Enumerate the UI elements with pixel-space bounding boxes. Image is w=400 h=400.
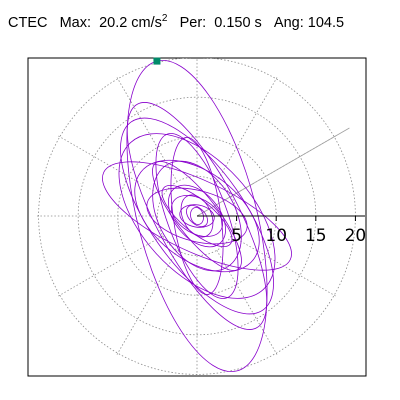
grid-spoke-120 [116, 77, 178, 182]
max-value-exponent: 2 [161, 13, 168, 24]
grid-spoke-150 [58, 135, 163, 197]
orbit-loop-11 [168, 184, 226, 248]
grid-spoke-240 [116, 250, 178, 355]
orbit-loop-18 [152, 161, 242, 271]
angle-value: 104.5 [307, 15, 345, 31]
max-value-text: 20.2 cm/s [99, 15, 162, 31]
orbit-loop-7 [102, 161, 292, 271]
chart-header: CTEC Max: 20.2 cm/s2 Per: 0.150 s Ang: 1… [8, 14, 344, 32]
radial-tick-label-10: 10 [265, 226, 287, 246]
period-label: Per: [179, 15, 207, 31]
station-code: CTEC [8, 15, 48, 31]
radial-tick-label-15: 15 [305, 226, 327, 246]
orbit-loop-15 [186, 205, 208, 227]
radial-tick-label-5: 5 [231, 226, 242, 246]
peak-marker-group [153, 57, 161, 65]
orbit-loop-3 [126, 102, 268, 330]
grid-spoke-300 [216, 250, 278, 355]
radial-tick-label-20: 20 [345, 226, 367, 246]
orbit-loop-14 [179, 204, 215, 228]
radial-axis: 5 10 15 20 [197, 215, 367, 246]
direction-line [196, 127, 350, 217]
grid-spoke-60 [216, 77, 278, 182]
orbit-loop-17 [161, 185, 233, 247]
grid-spoke-210 [58, 235, 163, 297]
orbit-loop-8 [152, 160, 242, 272]
orbit-loop-5 [155, 133, 239, 299]
max-label: Max: [59, 15, 91, 31]
orbit-loop-12 [171, 195, 223, 237]
grid-spoke-330 [231, 235, 336, 297]
period-value: 0.150 s [214, 15, 262, 31]
orbit-loop-4 [118, 133, 276, 299]
angle-label: Ang: [273, 15, 304, 31]
orbit-loop-16 [190, 207, 204, 225]
peak-marker [153, 57, 161, 65]
orbit-loop-6 [134, 159, 260, 273]
orbit-loop-2 [120, 117, 274, 315]
max-value: 20.2 cm/s2 [99, 14, 167, 32]
